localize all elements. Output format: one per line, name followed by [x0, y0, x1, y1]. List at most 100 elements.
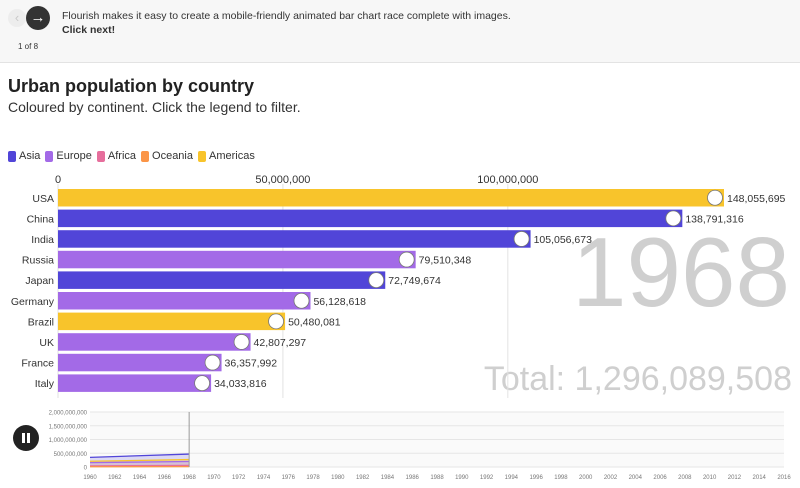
timeline-line-americas: [89, 458, 190, 462]
legend-item-asia[interactable]: Asia: [8, 150, 40, 162]
timeline-x-tick-label: 1986: [406, 475, 420, 481]
bar-label-italy: Italy: [35, 378, 55, 390]
value-label-usa: 148,055,695: [727, 193, 786, 205]
bar-germany[interactable]: [58, 292, 311, 310]
timeline-x-tick-label: 1960: [83, 475, 97, 481]
timeline-x-tick-label: 2016: [777, 475, 791, 481]
timeline-area-chart[interactable]: 0 500,000,000 1,000,000,000 1,500,000,000 2,…: [0, 404, 800, 488]
timeline-y-tick-label: 2,000,000,000: [49, 411, 88, 417]
timeline-x-tick-label: 1976: [282, 475, 296, 481]
bar-label-russia: Russia: [22, 255, 54, 267]
bar-italy[interactable]: [58, 374, 212, 392]
flag-icon-brazil: [268, 313, 284, 330]
total-population-label: Total: 1,296,089,508: [484, 360, 792, 398]
timeline-x-tick-label: 1978: [306, 475, 320, 481]
timeline-x-tick-label: 2010: [703, 475, 717, 481]
flag-icon-france: [204, 354, 221, 371]
flag-icon-japan: [368, 272, 385, 289]
timeline-x-tick-label: 2012: [728, 475, 742, 481]
bar-china[interactable]: [58, 209, 683, 228]
bar-label-japan: Japan: [25, 275, 54, 287]
timeline-line-africa: [89, 464, 190, 467]
bar-chart-race: 1968 Total: 1,296,089,508 0 50,000,000 100,0…: [11, 174, 792, 398]
timeline-x-tick-label: 1968: [182, 475, 196, 481]
legend-label-africa: Africa: [107, 150, 137, 162]
flag-icon-uk: [233, 334, 250, 350]
legend: Asia Europe Africa Oceania Americas: [8, 150, 260, 162]
bar-label-india: India: [31, 234, 54, 246]
legend-swatch-oceania: [141, 150, 150, 162]
timeline-x-tick-label: 1994: [505, 475, 519, 481]
x-tick-label: 50,000,000: [255, 174, 310, 186]
flag-icon-china: [665, 210, 682, 227]
bar-label-france: France: [21, 358, 54, 370]
legend-label-oceania: Oceania: [152, 150, 193, 162]
timeline-x-tick-label: 1984: [381, 475, 395, 481]
timeline-y-tick-label: 1,500,000,000: [49, 424, 88, 430]
story-caption-text: Flourish makes it easy to create a mobil…: [62, 10, 511, 22]
bar-japan[interactable]: [58, 271, 386, 289]
flag-icon-india: [513, 231, 530, 247]
bar-label-germany: Germany: [11, 296, 55, 308]
timeline-line-asia: [89, 453, 190, 459]
value-label-russia: 79,510,348: [419, 255, 472, 267]
bar-brazil[interactable]: [58, 312, 286, 331]
legend-item-oceania[interactable]: Oceania: [141, 150, 193, 162]
bar-russia[interactable]: [58, 250, 416, 269]
x-tick-label: 0: [55, 174, 61, 186]
story-navigation-bar: ‹ → 1 of 8 Flourish makes it easy to cre…: [0, 0, 800, 63]
bar-usa[interactable]: [58, 189, 724, 207]
value-label-germany: 56,128,618: [313, 296, 366, 308]
value-label-uk: 42,807,297: [254, 337, 307, 349]
flag-icon-germany: [293, 292, 310, 309]
legend-item-africa[interactable]: Africa: [96, 150, 137, 162]
timeline-x-tick-label: 1972: [232, 475, 246, 481]
value-label-japan: 72,749,674: [388, 275, 441, 287]
timeline-y-tick-label: 1,000,000,000: [49, 438, 88, 444]
flag-icon-russia: [398, 251, 415, 268]
value-label-brazil: 50,480,081: [288, 316, 341, 328]
timeline-x-tick-label: 1970: [207, 475, 221, 481]
bar-france[interactable]: [58, 353, 222, 372]
timeline-x-tick-label: 1962: [108, 475, 122, 481]
timeline-line-europe: [89, 460, 190, 464]
timeline-x-tick-label: 1980: [331, 475, 345, 481]
legend-swatch-europe: [45, 150, 54, 162]
bar-uk[interactable]: [58, 333, 251, 351]
timeline-x-tick-label: 1992: [480, 475, 494, 481]
timeline-x-tick-label: 2006: [653, 475, 667, 481]
timeline-x-tick-label: 1996: [529, 475, 543, 481]
legend-swatch-asia: [8, 150, 16, 162]
previous-slide-button[interactable]: ‹: [8, 9, 26, 27]
value-label-india: 105,056,673: [534, 234, 593, 246]
story-call-to-action: Click next!: [62, 24, 116, 36]
flag-icon-usa: [707, 189, 723, 206]
timeline-x-tick-label: 1998: [554, 475, 568, 481]
value-label-france: 36,357,992: [225, 358, 278, 370]
timeline-x-tick-label: 1966: [158, 475, 172, 481]
chart-title: Urban population by country: [8, 76, 254, 96]
timeline-x-tick-label: 1988: [430, 475, 444, 481]
timeline-x-tick-label: 1982: [356, 475, 370, 481]
timeline-x-tick-label: 2008: [678, 475, 692, 481]
bar-india[interactable]: [58, 230, 531, 248]
value-label-italy: 34,033,816: [214, 378, 267, 390]
chart-subtitle: Coloured by continent. Click the legend …: [8, 99, 301, 115]
legend-item-europe[interactable]: Europe: [45, 150, 92, 162]
chevron-left-icon: ‹: [14, 10, 20, 25]
next-slide-button[interactable]: →: [26, 6, 50, 30]
timeline-x-tick-label: 2004: [629, 475, 643, 481]
legend-swatch-africa: [96, 150, 105, 162]
timeline-x-tick-label: 1974: [257, 475, 271, 481]
current-year-label: 1968: [572, 217, 790, 327]
timeline-x-tick-label: 1964: [133, 475, 147, 481]
x-tick-label: 100,000,000: [477, 174, 538, 186]
slide-counter: 1 of 8: [18, 42, 39, 51]
pause-button[interactable]: [13, 425, 39, 451]
legend-item-americas[interactable]: Americas: [198, 150, 255, 162]
legend-label-americas: Americas: [209, 150, 255, 162]
legend-label-asia: Asia: [19, 150, 41, 162]
value-label-china: 138,791,316: [685, 213, 744, 225]
timeline-x-tick-label: 2014: [753, 475, 767, 481]
flag-icon-italy: [194, 375, 210, 392]
